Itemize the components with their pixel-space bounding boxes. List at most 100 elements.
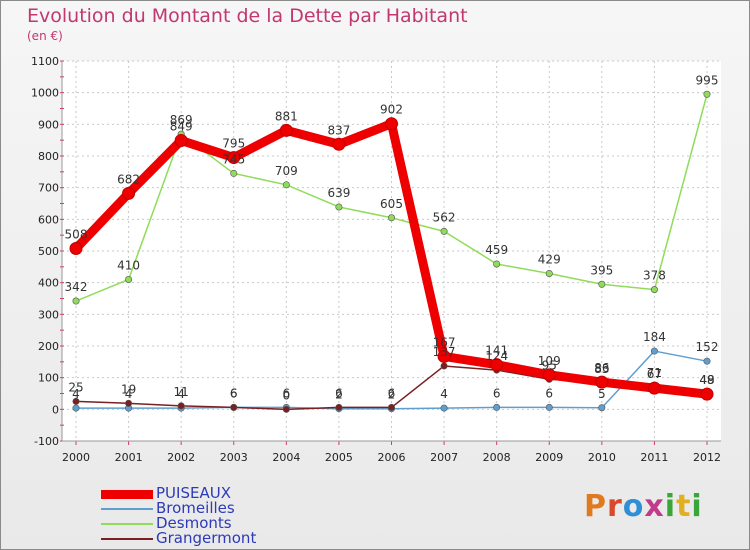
logo-letter: t	[676, 489, 692, 524]
data-point-puiseaux	[490, 358, 504, 372]
x-tick-label: 2003	[220, 451, 248, 464]
logo-letter: i	[691, 489, 703, 524]
data-point-desmonts	[650, 286, 658, 294]
data-point-puiseaux	[174, 133, 188, 147]
data-label-desmonts: 429	[538, 252, 561, 266]
chart-unit-label: (en €)	[27, 29, 63, 43]
data-point-bromeilles	[650, 347, 658, 355]
data-point-desmonts	[440, 227, 448, 235]
logo-letter: r	[607, 489, 623, 524]
logo-letter: x	[644, 489, 665, 524]
data-point-puiseaux	[595, 375, 609, 389]
data-label-bromeilles: 6	[283, 386, 291, 400]
data-label-puiseaux: 67	[647, 367, 662, 381]
data-label-puiseaux: 795	[222, 137, 245, 151]
y-tick-label: 900	[38, 118, 59, 131]
data-label-bromeilles: 4	[72, 387, 80, 401]
data-point-bromeilles	[545, 403, 553, 411]
data-label-desmonts: 459	[485, 243, 508, 257]
data-label-bromeilles: 5	[598, 387, 606, 401]
y-tick-label: 800	[38, 150, 59, 163]
data-label-bromeilles: 6	[493, 386, 501, 400]
data-label-puiseaux: 48	[699, 373, 714, 387]
data-point-bromeilles	[72, 404, 80, 412]
x-tick-label: 2008	[483, 451, 511, 464]
legend-label: Desmonts	[156, 514, 232, 532]
data-label-grangermont: 49	[699, 373, 714, 387]
data-label-desmonts: 395	[590, 263, 613, 277]
x-tick-label: 2006	[378, 451, 406, 464]
data-point-desmonts	[335, 203, 343, 211]
data-point-puiseaux	[700, 387, 714, 401]
data-point-desmonts	[282, 181, 290, 189]
data-label-puiseaux: 682	[117, 172, 140, 186]
data-label-grangermont: 71	[647, 366, 662, 380]
data-label-bromeilles: 4	[177, 387, 185, 401]
y-tick-label: 100	[38, 372, 59, 385]
x-tick-label: 2000	[62, 451, 90, 464]
data-point-puiseaux	[69, 241, 83, 255]
data-point-bromeilles	[493, 403, 501, 411]
x-tick-label: 2001	[115, 451, 143, 464]
data-point-puiseaux	[332, 137, 346, 151]
data-label-desmonts: 709	[275, 164, 298, 178]
data-label-bromeilles: 6	[230, 386, 238, 400]
data-label-bromeilles: 6	[545, 386, 553, 400]
data-point-grangermont	[282, 405, 290, 413]
data-label-bromeilles: 184	[643, 330, 666, 344]
data-label-grangermont: 124	[485, 349, 508, 363]
x-tick-label: 2009	[535, 451, 563, 464]
data-point-desmonts	[703, 90, 711, 98]
y-tick-label: 0	[52, 403, 59, 416]
data-label-puiseaux: 881	[275, 109, 298, 123]
data-point-grangermont	[387, 403, 395, 411]
logo-letter: i	[664, 489, 677, 524]
data-label-grangermont: 11	[174, 385, 189, 399]
y-tick-label: 700	[38, 182, 59, 195]
data-point-bromeilles	[440, 404, 448, 412]
data-label-desmonts: 869	[170, 113, 193, 127]
data-label-bromeilles: 2	[388, 388, 396, 402]
data-point-puiseaux	[279, 123, 293, 137]
data-label-bromeilles: 4	[440, 387, 448, 401]
data-point-desmonts	[230, 169, 238, 177]
data-label-desmonts: 605	[380, 197, 403, 211]
legend-label: Bromeilles	[156, 499, 235, 517]
data-label-puiseaux: 508	[65, 227, 88, 241]
proxiti-logo: Proxiti	[584, 489, 703, 524]
data-label-grangermont: 25	[68, 380, 83, 394]
data-label-grangermont: 6	[230, 386, 238, 400]
data-point-puiseaux	[542, 368, 556, 382]
data-label-desmonts: 378	[643, 269, 666, 283]
logo-letter: o	[622, 489, 645, 524]
data-label-grangermont: 6	[335, 386, 343, 400]
data-point-desmonts	[125, 275, 133, 283]
data-point-desmonts	[72, 297, 80, 305]
legend-swatch	[101, 538, 153, 540]
data-label-grangermont: 6	[388, 386, 396, 400]
data-point-puiseaux	[647, 381, 661, 395]
x-tick-label: 2004	[272, 451, 300, 464]
logo-letter: P	[584, 489, 607, 524]
data-label-grangermont: 19	[121, 382, 136, 396]
data-label-desmonts: 639	[327, 186, 350, 200]
data-point-grangermont	[230, 403, 238, 411]
legend-swatch	[101, 489, 153, 499]
data-label-puiseaux: 849	[170, 119, 193, 133]
y-tick-label: 1000	[31, 87, 59, 100]
data-label-grangermont: 137	[433, 345, 456, 359]
chart-title: Evolution du Montant de la Dette par Hab…	[27, 5, 468, 27]
data-label-puiseaux: 109	[538, 354, 561, 368]
data-point-puiseaux	[385, 117, 398, 131]
x-tick-label: 2010	[588, 451, 616, 464]
data-label-grangermont: 0	[283, 388, 291, 402]
data-point-grangermont	[335, 403, 343, 411]
data-label-bromeilles: 4	[125, 387, 133, 401]
data-label-desmonts: 995	[696, 73, 719, 87]
data-label-puiseaux: 902	[380, 103, 403, 117]
data-label-puiseaux: 141	[485, 344, 508, 358]
legend-label: PUISEAUX	[156, 484, 231, 502]
data-point-puiseaux	[437, 349, 451, 363]
data-point-grangermont	[177, 402, 185, 410]
